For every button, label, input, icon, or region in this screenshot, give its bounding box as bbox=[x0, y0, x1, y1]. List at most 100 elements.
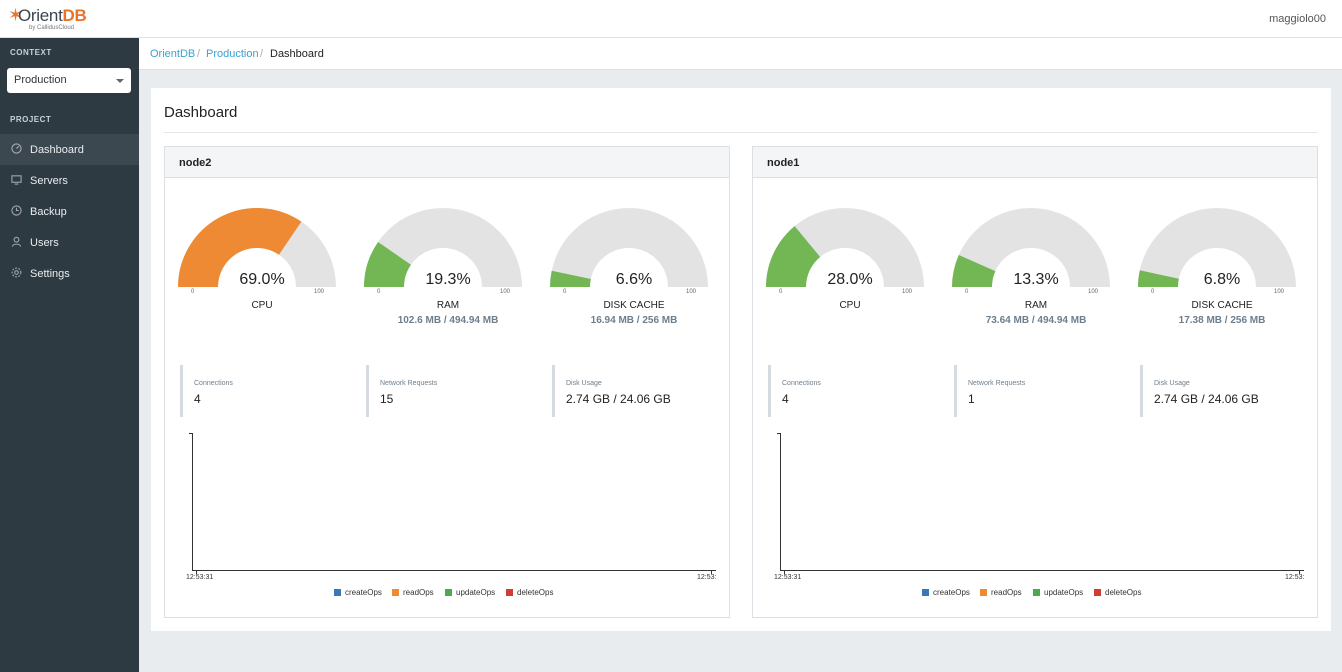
stat-label: Disk Usage bbox=[566, 380, 602, 387]
stat-label: Connections bbox=[194, 380, 233, 387]
gauge-detail: 16.94 MB / 256 MB bbox=[590, 315, 678, 326]
gauge-value: 6.6% bbox=[615, 271, 653, 288]
context-select[interactable]: Production bbox=[7, 68, 131, 93]
gauge-value: 19.3% bbox=[425, 271, 471, 288]
legend-swatch bbox=[392, 589, 399, 596]
gauge-min: 0 bbox=[965, 289, 969, 295]
breadcrumb-separator: / bbox=[197, 48, 201, 60]
gauge-max: 100 bbox=[902, 289, 913, 295]
logo-subtext: by CallidusCloud bbox=[29, 25, 75, 31]
stat-disk-usage: Disk Usage 2.74 GB / 24.06 GB bbox=[1140, 365, 1310, 417]
user-icon bbox=[11, 236, 22, 247]
chart-x-tick-label: 12:53:31 bbox=[186, 574, 214, 581]
stat-connections: Connections 4 bbox=[180, 365, 350, 417]
main-card: Dashboard node2 69.0% 0 100 CPU 19.3% 0 … bbox=[151, 88, 1331, 631]
legend-label: deleteOps bbox=[517, 588, 554, 597]
breadcrumb-orientdb[interactable]: OrientDB bbox=[150, 48, 196, 60]
chart-x-axis bbox=[192, 570, 716, 571]
chart-y-axis bbox=[192, 433, 193, 570]
chart-x-tick-label: 12:53: bbox=[697, 574, 716, 581]
legend-label: deleteOps bbox=[1105, 588, 1142, 597]
legend-swatch bbox=[1094, 589, 1101, 596]
user-menu[interactable]: maggiolo00 bbox=[1269, 13, 1326, 25]
ram-gauge: 19.3% 0 100 RAM 102.6 MB / 494.94 MB bbox=[363, 207, 533, 337]
sidebar-item-label: Backup bbox=[30, 206, 67, 218]
gauge-min: 0 bbox=[563, 289, 567, 295]
gauge-min: 0 bbox=[191, 289, 195, 295]
project-title: PROJECT bbox=[10, 115, 52, 124]
breadcrumb: OrientDB / Production / Dashboard bbox=[139, 38, 1342, 70]
logo-text-db: DB bbox=[62, 6, 87, 25]
legend-label: updateOps bbox=[1044, 588, 1084, 597]
legend-swatch bbox=[445, 589, 452, 596]
node-panel: node2 69.0% 0 100 CPU 19.3% 0 100 RAM 10… bbox=[164, 146, 730, 618]
legend-swatch bbox=[980, 589, 987, 596]
gauge-max: 100 bbox=[1274, 289, 1285, 295]
gauge-track bbox=[1138, 208, 1296, 288]
sidebar-item-label: Servers bbox=[30, 175, 68, 187]
gauge-value: 13.3% bbox=[1013, 271, 1059, 288]
logo-text: Orient bbox=[18, 6, 63, 25]
stat-value: 1 bbox=[968, 392, 975, 406]
top-bar: ✶ OrientDB by CallidusCloud maggiolo00 bbox=[0, 0, 1342, 38]
gauge-max: 100 bbox=[314, 289, 325, 295]
ram-gauge: 13.3% 0 100 RAM 73.64 MB / 494.94 MB bbox=[951, 207, 1121, 337]
chevron-down-icon bbox=[116, 79, 124, 83]
sidebar-item-backup[interactable]: Backup bbox=[0, 196, 139, 227]
chart-y-tick bbox=[777, 433, 781, 434]
stat-connections: Connections 4 bbox=[768, 365, 938, 417]
breadcrumb-production[interactable]: Production bbox=[206, 48, 259, 60]
gauge-fill bbox=[1138, 270, 1179, 288]
legend-swatch bbox=[506, 589, 513, 596]
gauge-label: CPU bbox=[839, 300, 861, 311]
gauge-fill bbox=[550, 270, 591, 288]
sidebar-item-settings[interactable]: Settings bbox=[0, 258, 139, 289]
stat-value: 2.74 GB / 24.06 GB bbox=[1154, 392, 1259, 406]
legend-swatch bbox=[922, 589, 929, 596]
gauge-value: 28.0% bbox=[827, 271, 873, 288]
chart-x-tick bbox=[196, 570, 197, 574]
legend-label: createOps bbox=[345, 588, 382, 597]
cpu-gauge: 28.0% 0 100 CPU bbox=[765, 207, 935, 337]
cpu-gauge: 69.0% 0 100 CPU bbox=[177, 207, 347, 337]
gauge-max: 100 bbox=[686, 289, 697, 295]
gear-icon bbox=[11, 267, 22, 278]
gauge-min: 0 bbox=[779, 289, 783, 295]
chart-legend: createOps readOps updateOps deleteOps bbox=[922, 588, 1152, 600]
gauge-label: DISK CACHE bbox=[603, 300, 665, 311]
chart-x-tick bbox=[1299, 570, 1300, 574]
gauge-min: 0 bbox=[377, 289, 381, 295]
stat-network-requests: Network Requests 1 bbox=[954, 365, 1124, 417]
sidebar-item-dashboard[interactable]: Dashboard bbox=[0, 134, 139, 165]
stat-label: Connections bbox=[782, 380, 821, 387]
gauge-max: 100 bbox=[500, 289, 511, 295]
node-panel: node1 28.0% 0 100 CPU 13.3% 0 100 RAM 73… bbox=[752, 146, 1318, 618]
gauge-label: RAM bbox=[1024, 300, 1048, 311]
stat-label: Network Requests bbox=[380, 380, 438, 387]
gauge-track bbox=[952, 208, 1110, 288]
chart-y-axis bbox=[780, 433, 781, 570]
orientdb-logo[interactable]: ✶ OrientDB by CallidusCloud bbox=[8, 4, 87, 34]
sidebar-item-users[interactable]: Users bbox=[0, 227, 139, 258]
legend-label: readOps bbox=[403, 588, 434, 597]
chart-x-axis bbox=[780, 570, 1304, 571]
gauge-label: RAM bbox=[436, 300, 460, 311]
gauge-label: CPU bbox=[251, 300, 273, 311]
stat-network-requests: Network Requests 15 bbox=[366, 365, 536, 417]
chart-y-tick bbox=[189, 433, 193, 434]
context-select-value: Production bbox=[14, 74, 67, 86]
context-title: CONTEXT bbox=[10, 48, 52, 57]
chart-x-tick bbox=[784, 570, 785, 574]
disk-cache-gauge: 6.8% 0 100 DISK CACHE 17.38 MB / 256 MB bbox=[1137, 207, 1307, 337]
stat-value: 15 bbox=[380, 392, 394, 406]
node-header: node1 bbox=[753, 147, 1317, 178]
gauge-track bbox=[550, 208, 708, 288]
sidebar-item-servers[interactable]: Servers bbox=[0, 165, 139, 196]
gauge-fill bbox=[178, 208, 302, 288]
sidebar-item-label: Dashboard bbox=[30, 144, 84, 156]
stat-value: 4 bbox=[782, 392, 789, 406]
legend-label: createOps bbox=[933, 588, 970, 597]
divider bbox=[164, 132, 1318, 133]
stat-value: 4 bbox=[194, 392, 201, 406]
chart-x-tick-label: 12:53: bbox=[1285, 574, 1304, 581]
